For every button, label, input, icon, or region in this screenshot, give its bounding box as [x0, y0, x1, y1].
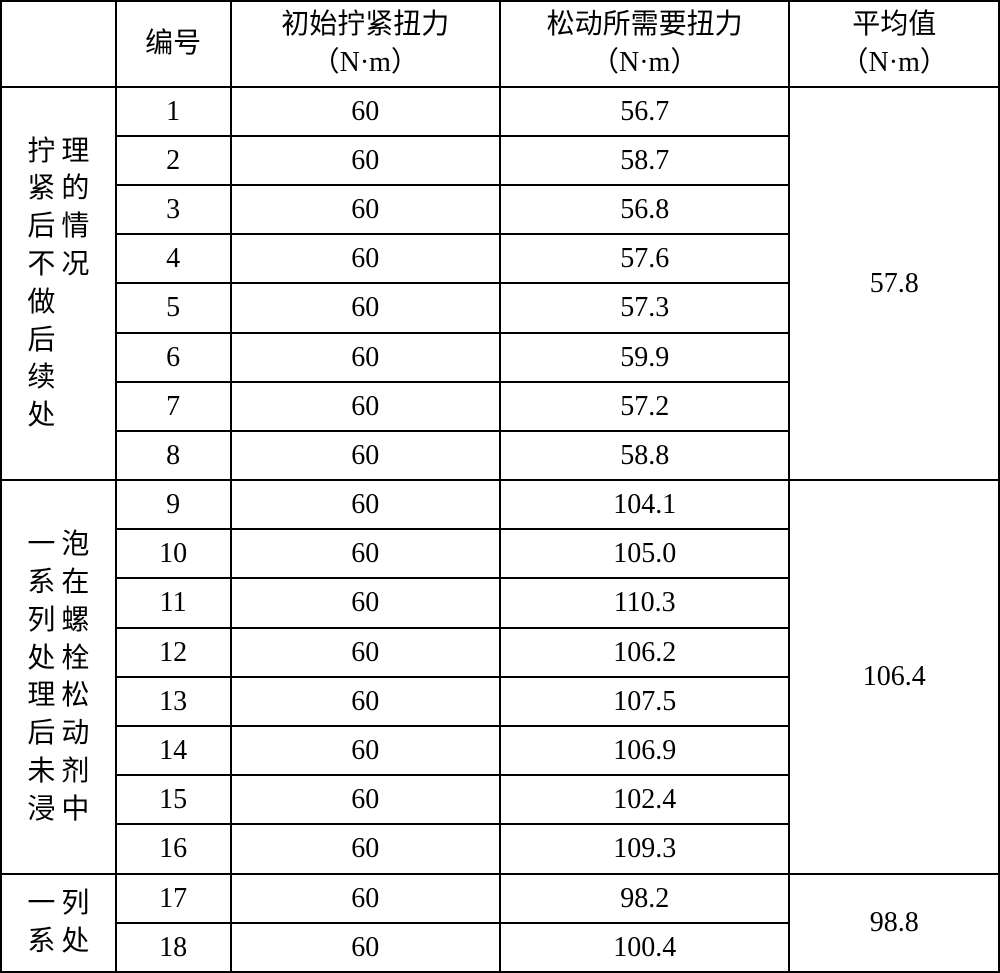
cell-initial-torque: 60: [231, 136, 500, 185]
cell-id: 17: [116, 874, 231, 923]
cell-id: 10: [116, 529, 231, 578]
cell-id: 9: [116, 480, 231, 529]
cell-id: 13: [116, 677, 231, 726]
table-body: 拧紧后不做后续处理的情况16056.757.826058.736056.8460…: [1, 87, 999, 972]
cell-loosen-torque: 106.9: [500, 726, 789, 775]
cell-loosen-torque: 58.7: [500, 136, 789, 185]
cell-loosen-torque: 57.3: [500, 283, 789, 332]
group-label-text: 一系列处: [27, 885, 89, 961]
cell-initial-torque: 60: [231, 677, 500, 726]
cell-initial-torque: 60: [231, 283, 500, 332]
cell-loosen-torque: 109.3: [500, 824, 789, 873]
cell-initial-torque: 60: [231, 824, 500, 873]
cell-average: 57.8: [789, 87, 999, 481]
cell-loosen-torque: 56.8: [500, 185, 789, 234]
cell-initial-torque: 60: [231, 480, 500, 529]
cell-loosen-torque: 59.9: [500, 333, 789, 382]
header-id: 编号: [116, 1, 231, 87]
header-blank: [1, 1, 116, 87]
header-loosen-torque: 松动所需要扭力 （N·m）: [500, 1, 789, 87]
header-initial-torque-line1: 初始拧紧扭力: [281, 9, 449, 40]
header-loosen-torque-line1: 松动所需要扭力: [547, 9, 743, 40]
torque-data-table: 编号 初始拧紧扭力 （N·m） 松动所需要扭力 （N·m） 平均值 （N·m） …: [0, 0, 1000, 973]
cell-id: 11: [116, 578, 231, 627]
cell-initial-torque: 60: [231, 775, 500, 824]
cell-id: 15: [116, 775, 231, 824]
cell-id: 3: [116, 185, 231, 234]
group-label-text: 拧紧后不做后续处理的情况: [27, 133, 89, 435]
cell-id: 16: [116, 824, 231, 873]
group-label-cell: 一系列处: [1, 874, 116, 972]
cell-loosen-torque: 104.1: [500, 480, 789, 529]
cell-id: 5: [116, 283, 231, 332]
cell-loosen-torque: 106.2: [500, 628, 789, 677]
cell-id: 12: [116, 628, 231, 677]
cell-id: 7: [116, 382, 231, 431]
cell-id: 4: [116, 234, 231, 283]
header-average-line1: 平均值: [852, 9, 936, 40]
table-row: 拧紧后不做后续处理的情况16056.757.8: [1, 87, 999, 136]
cell-id: 6: [116, 333, 231, 382]
cell-average: 106.4: [789, 480, 999, 874]
cell-id: 2: [116, 136, 231, 185]
group-label-cell: 一系列处理后未浸泡在螺栓松动剂中: [1, 480, 116, 874]
table-row: 一系列处176098.298.8: [1, 874, 999, 923]
table-row: 一系列处理后未浸泡在螺栓松动剂中960104.1106.4: [1, 480, 999, 529]
cell-initial-torque: 60: [231, 529, 500, 578]
cell-initial-torque: 60: [231, 578, 500, 627]
header-loosen-torque-line2: （N·m）: [591, 47, 698, 78]
cell-initial-torque: 60: [231, 185, 500, 234]
header-initial-torque-line2: （N·m）: [312, 47, 419, 78]
group-label-text: 一系列处理后未浸泡在螺栓松动剂中: [27, 526, 89, 828]
cell-id: 14: [116, 726, 231, 775]
cell-initial-torque: 60: [231, 333, 500, 382]
cell-id: 1: [116, 87, 231, 136]
cell-loosen-torque: 100.4: [500, 923, 789, 972]
group-label-cell: 拧紧后不做后续处理的情况: [1, 87, 116, 481]
torque-data-table-container: 编号 初始拧紧扭力 （N·m） 松动所需要扭力 （N·m） 平均值 （N·m） …: [0, 0, 1000, 973]
cell-initial-torque: 60: [231, 87, 500, 136]
cell-initial-torque: 60: [231, 234, 500, 283]
cell-loosen-torque: 57.6: [500, 234, 789, 283]
cell-initial-torque: 60: [231, 382, 500, 431]
header-initial-torque: 初始拧紧扭力 （N·m）: [231, 1, 500, 87]
cell-loosen-torque: 107.5: [500, 677, 789, 726]
cell-loosen-torque: 110.3: [500, 578, 789, 627]
cell-loosen-torque: 58.8: [500, 431, 789, 480]
table-header-row: 编号 初始拧紧扭力 （N·m） 松动所需要扭力 （N·m） 平均值 （N·m）: [1, 1, 999, 87]
header-average-line2: （N·m）: [841, 47, 948, 78]
header-average: 平均值 （N·m）: [789, 1, 999, 87]
cell-initial-torque: 60: [231, 431, 500, 480]
cell-loosen-torque: 57.2: [500, 382, 789, 431]
cell-initial-torque: 60: [231, 923, 500, 972]
cell-loosen-torque: 105.0: [500, 529, 789, 578]
cell-initial-torque: 60: [231, 726, 500, 775]
cell-loosen-torque: 98.2: [500, 874, 789, 923]
cell-initial-torque: 60: [231, 628, 500, 677]
cell-id: 18: [116, 923, 231, 972]
cell-average: 98.8: [789, 874, 999, 972]
cell-loosen-torque: 56.7: [500, 87, 789, 136]
cell-id: 8: [116, 431, 231, 480]
cell-loosen-torque: 102.4: [500, 775, 789, 824]
cell-initial-torque: 60: [231, 874, 500, 923]
